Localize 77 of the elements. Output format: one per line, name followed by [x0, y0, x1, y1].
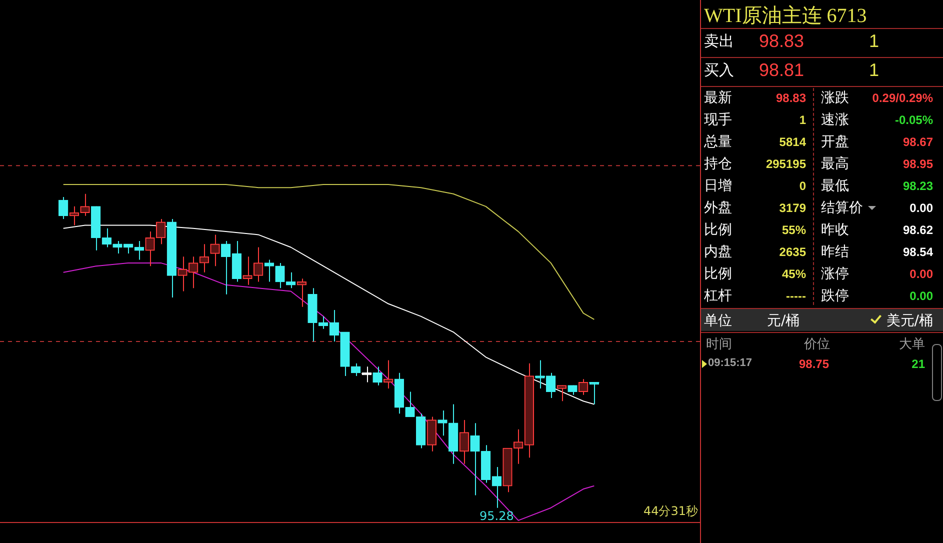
text: 时间 [706, 336, 732, 353]
text: 价位 [804, 336, 830, 353]
text: 0.00 [910, 201, 933, 215]
candlestick [254, 246, 264, 282]
text: 结算价 [821, 199, 863, 217]
text: 0.29/0.29% [872, 91, 933, 105]
text: 跌停 [821, 287, 849, 305]
text: 09:15:17 [708, 357, 752, 369]
text: 最高 [821, 155, 849, 173]
text: 1 [799, 113, 806, 127]
candlestick [199, 244, 209, 273]
candlestick [210, 234, 220, 267]
candlestick [275, 262, 285, 289]
candlestick [556, 384, 566, 402]
text: 3179 [779, 201, 806, 215]
text: 98.83 [776, 91, 806, 105]
candlestick [459, 419, 469, 464]
text: 1 [869, 60, 880, 81]
candlestick [178, 256, 188, 292]
candlestick [188, 256, 198, 289]
text: WTI原油主连 6713 [704, 4, 867, 29]
text: 比例 [704, 265, 732, 283]
text: 杠杆 [704, 287, 732, 305]
text: 单位 [704, 312, 732, 330]
text: 98.83 [759, 31, 804, 52]
candlestick [470, 422, 480, 496]
text: ----- [786, 289, 806, 303]
text: 21 [912, 357, 925, 371]
text: 开盘 [821, 133, 849, 151]
text: 大单 [899, 336, 925, 353]
text: -0.05% [894, 113, 933, 127]
text: 元/桶 [767, 312, 800, 330]
candlestick [156, 218, 166, 245]
candlestick [264, 259, 274, 282]
text: 日增 [704, 177, 732, 195]
text: 现手 [704, 111, 732, 129]
candlestick [80, 193, 90, 216]
text: 55% [782, 223, 806, 237]
text: 98.75 [799, 357, 830, 371]
text: 5814 [779, 135, 806, 149]
candlestick [426, 416, 436, 452]
text: 昨结 [821, 243, 849, 261]
candlestick [145, 231, 155, 267]
text: 295195 [766, 157, 806, 171]
text: 卖出 [704, 32, 734, 51]
candlestick [438, 410, 448, 436]
text: 98.62 [902, 223, 933, 237]
text: 涨跌 [821, 89, 849, 107]
candlestick [296, 278, 306, 308]
candlestick [242, 256, 252, 286]
text: 内盘 [704, 243, 732, 261]
text: 总量 [704, 133, 732, 151]
text: 涨停 [821, 265, 849, 283]
text: 持仓 [704, 155, 732, 173]
text: 最低 [821, 177, 849, 195]
text: 1 [869, 31, 880, 52]
text: 98.95 [902, 157, 933, 171]
text: 昨收 [821, 221, 849, 239]
text: 0.00 [910, 267, 933, 281]
annotation: 95.28 [479, 508, 514, 523]
text: 2635 [779, 245, 806, 259]
text: 0.00 [910, 289, 933, 303]
text: 0 [799, 179, 806, 193]
text: 外盘 [704, 199, 732, 217]
text: 速涨 [821, 111, 849, 129]
candlestick [286, 272, 296, 289]
text: 最新 [704, 89, 732, 107]
text: 美元/桶 [886, 312, 933, 330]
text: 98.67 [902, 135, 933, 149]
text: 44分31秒 [643, 504, 698, 518]
text: 98.81 [759, 60, 804, 81]
text: 买入 [704, 61, 734, 80]
text: 比例 [704, 221, 732, 239]
text: 45% [782, 267, 806, 281]
text: 98.54 [902, 245, 933, 259]
text: 98.23 [902, 179, 933, 193]
candlestick [58, 196, 68, 220]
